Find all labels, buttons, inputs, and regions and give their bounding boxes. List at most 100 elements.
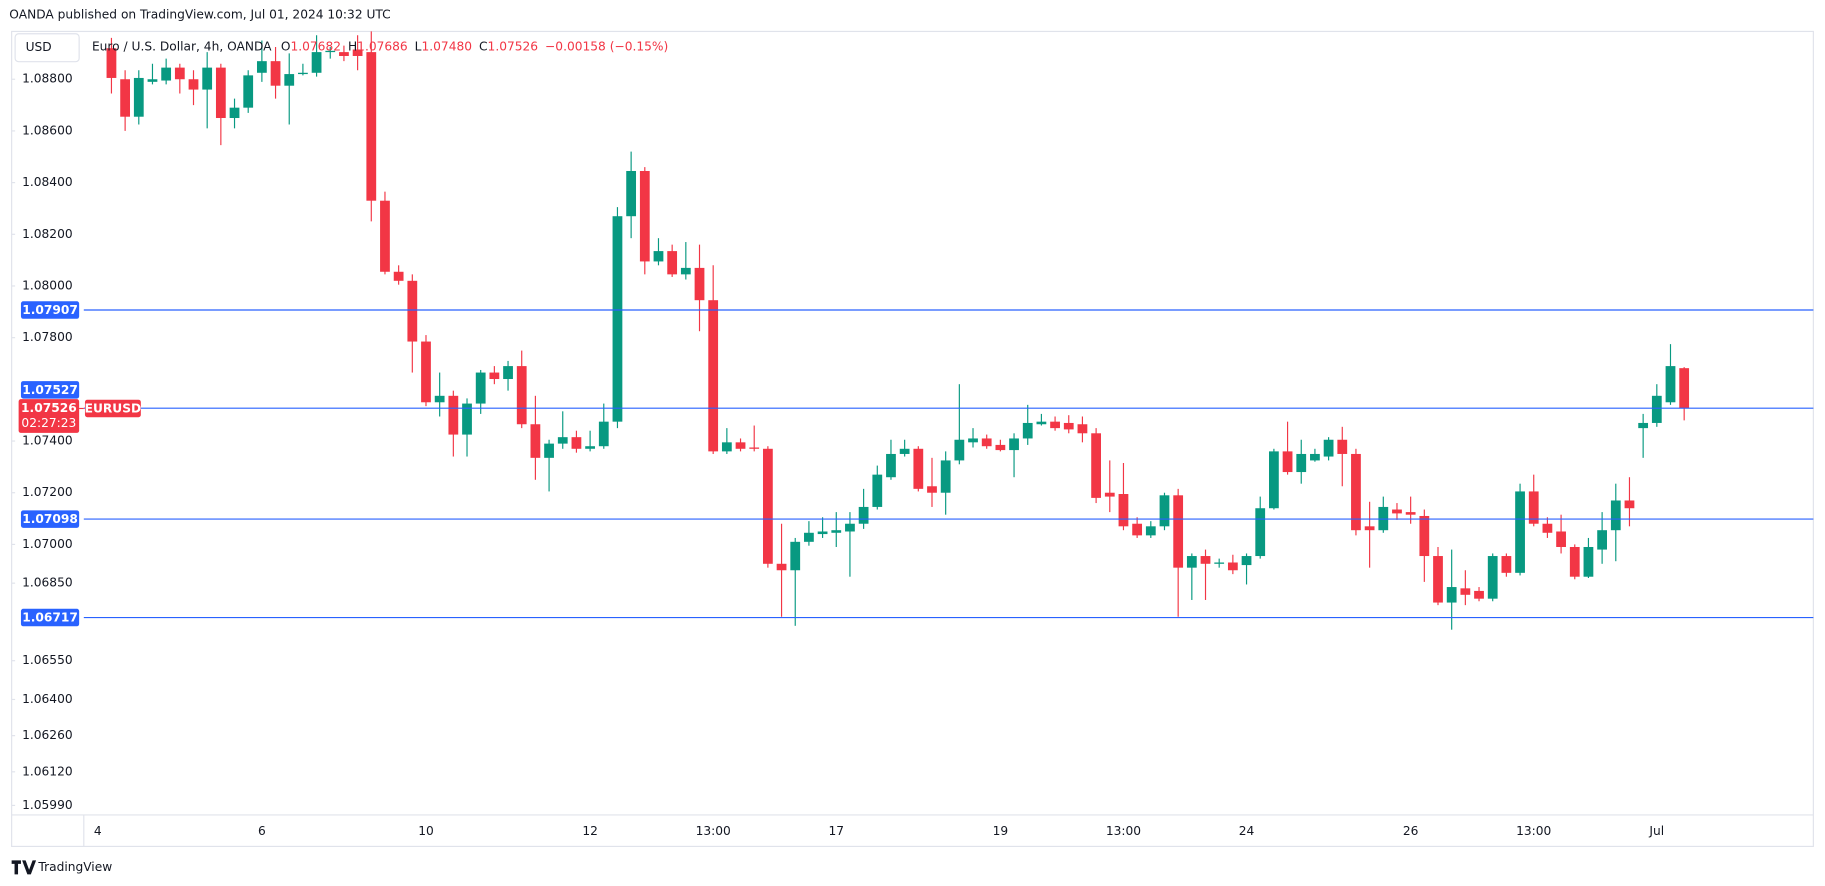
candle-body bbox=[1063, 422, 1074, 430]
y-tick-label: 1.08600 bbox=[22, 123, 73, 137]
candle-body bbox=[270, 61, 281, 86]
candle-body bbox=[448, 395, 459, 435]
candle-body bbox=[503, 366, 513, 380]
candle-body bbox=[1419, 515, 1430, 557]
candle-body bbox=[585, 446, 595, 449]
candle-body bbox=[1104, 492, 1115, 497]
legend-field-value: 1.07480 bbox=[422, 39, 473, 53]
x-tick-label: 26 bbox=[1403, 824, 1419, 838]
price-line-tag bbox=[20, 381, 80, 399]
candle-body bbox=[557, 437, 568, 444]
currency-button[interactable]: USD bbox=[14, 33, 80, 63]
candle-body bbox=[1173, 495, 1184, 568]
candle-body bbox=[817, 531, 828, 535]
candle-body bbox=[229, 107, 240, 119]
candle-body bbox=[133, 77, 144, 117]
symbol-label: EURUSD bbox=[85, 402, 142, 416]
candle-body bbox=[1227, 562, 1238, 571]
candle-body bbox=[1337, 439, 1348, 454]
candle-body bbox=[1200, 556, 1211, 564]
legend-title: Euro / U.S. Dollar, 4h, OANDA bbox=[92, 39, 272, 53]
x-tick-label: 19 bbox=[993, 824, 1009, 838]
candle-body bbox=[147, 79, 158, 82]
candle-body bbox=[1392, 509, 1402, 514]
y-tick-label: 1.07400 bbox=[22, 434, 73, 448]
candle-body bbox=[1679, 368, 1690, 409]
candle-body bbox=[1310, 453, 1320, 461]
price-line-label: 1.07907 bbox=[22, 303, 78, 317]
candle-body bbox=[516, 366, 527, 425]
candle-body bbox=[1091, 433, 1101, 498]
candle-body bbox=[954, 439, 965, 461]
candle-body bbox=[1583, 546, 1594, 577]
candle-body bbox=[202, 67, 213, 90]
candle-body bbox=[1036, 421, 1047, 425]
currency-label[interactable]: USD bbox=[26, 40, 52, 54]
symbol-tag bbox=[84, 399, 141, 418]
candle-body bbox=[804, 532, 814, 542]
candle-body bbox=[462, 403, 472, 435]
candle-body bbox=[1159, 495, 1170, 527]
candle-body bbox=[1405, 512, 1416, 515]
candle-body bbox=[940, 460, 951, 493]
candle-body bbox=[1638, 422, 1649, 429]
countdown-label: 02:27:23 bbox=[21, 416, 76, 430]
candle-body bbox=[1118, 494, 1129, 527]
currency-button-box[interactable] bbox=[14, 33, 80, 63]
x-tick-label: 6 bbox=[258, 824, 266, 838]
candle-body bbox=[298, 72, 308, 75]
legend: Euro / U.S. Dollar, 4h, OANDA O1.07682 H1.… bbox=[92, 39, 668, 53]
candle-body bbox=[667, 251, 678, 275]
candle-body bbox=[256, 61, 267, 73]
candle-body bbox=[530, 424, 541, 458]
candle-body bbox=[1665, 366, 1676, 403]
candle-body bbox=[1296, 453, 1307, 473]
candle-body bbox=[1651, 395, 1662, 423]
brand-name: TradingView bbox=[37, 860, 112, 874]
candle-body bbox=[421, 341, 431, 403]
candle-body bbox=[1515, 491, 1525, 573]
candle-body bbox=[749, 447, 760, 449]
candle-body bbox=[694, 267, 705, 301]
candle-body bbox=[284, 74, 295, 86]
candle-body bbox=[1460, 588, 1471, 595]
candle-body bbox=[1241, 556, 1252, 566]
candle-body bbox=[188, 79, 199, 90]
candle-body bbox=[215, 67, 226, 119]
candle-body bbox=[858, 506, 869, 524]
candle-body bbox=[339, 52, 349, 56]
candle-body bbox=[1624, 500, 1635, 509]
y-tick-label: 1.05990 bbox=[22, 798, 73, 812]
y-tick-label: 1.07000 bbox=[22, 537, 73, 551]
candle-body bbox=[1364, 526, 1375, 531]
overlay: 1.08800 1.08600 1.08400 1.08200 1.08000 1.078… bbox=[11, 39, 1814, 838]
x-tick-label: 13:00 bbox=[1106, 824, 1141, 838]
candle-body bbox=[626, 170, 637, 217]
candle-body bbox=[899, 448, 910, 454]
x-tick-label: 12 bbox=[582, 824, 598, 838]
candle-body bbox=[1569, 546, 1580, 577]
candle-body bbox=[639, 170, 650, 262]
candle-body bbox=[708, 300, 719, 452]
candle-body bbox=[831, 530, 842, 533]
candle-body bbox=[735, 442, 746, 449]
candle-body bbox=[612, 216, 623, 422]
candle-body bbox=[1009, 438, 1019, 451]
candle-body bbox=[106, 48, 117, 78]
candle-body bbox=[1433, 556, 1443, 603]
candle-body bbox=[1022, 422, 1033, 439]
candle-body bbox=[1282, 451, 1293, 473]
candle-body bbox=[1214, 562, 1225, 564]
x-tick-label: Jul bbox=[1648, 824, 1664, 838]
candle-body bbox=[120, 79, 131, 117]
candle-body bbox=[1077, 424, 1088, 434]
candle-body bbox=[927, 486, 937, 493]
published-note: OANDA published on TradingView.com, Jul … bbox=[9, 8, 390, 22]
legend-field-value: 1.07526 bbox=[488, 39, 539, 53]
candle-body bbox=[598, 421, 609, 447]
y-tick-label: 1.06850 bbox=[22, 576, 73, 590]
legend-field-name: O bbox=[281, 39, 291, 53]
candle-body bbox=[913, 448, 924, 489]
